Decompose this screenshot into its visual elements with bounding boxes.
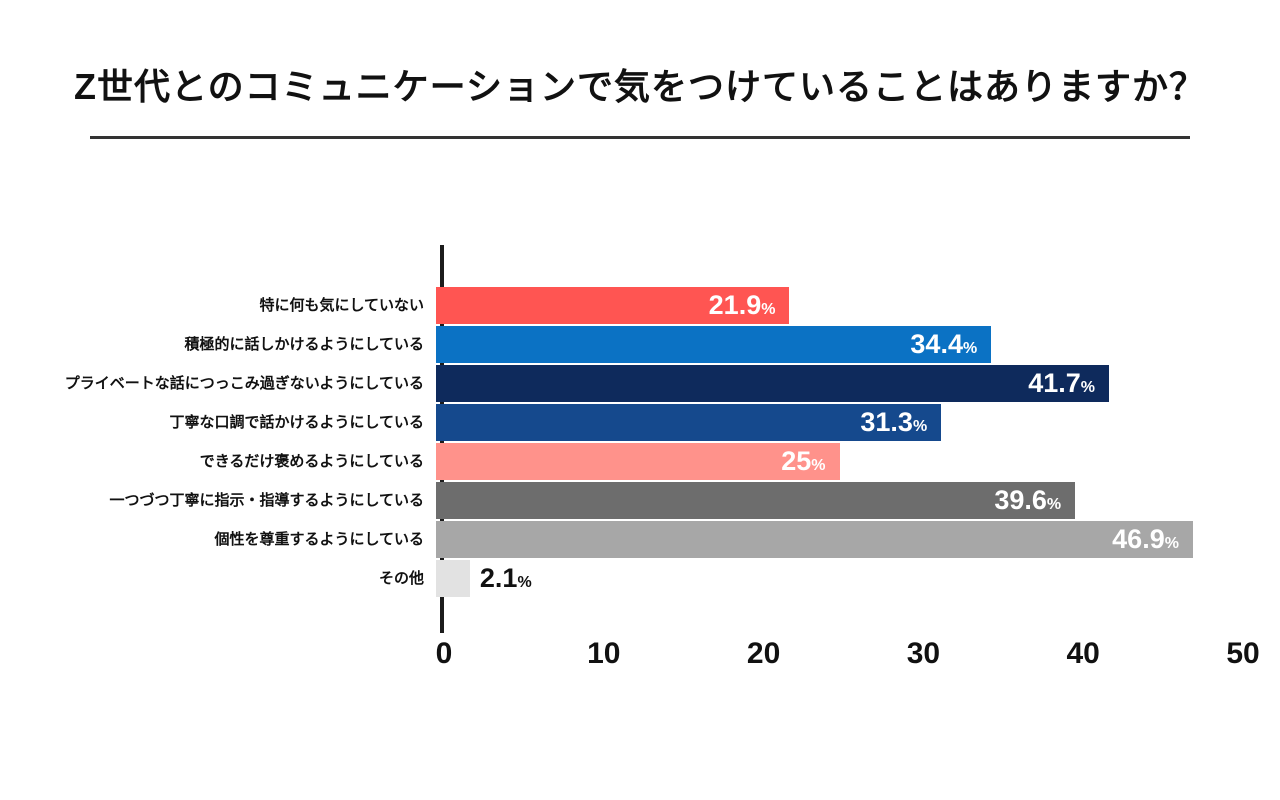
percent-sign: % (1164, 535, 1179, 552)
bar: 31.3% (436, 404, 942, 441)
percent-sign: % (912, 418, 928, 435)
value-label: 46.9% (1112, 524, 1179, 554)
x-tick-label: 20 (746, 637, 781, 670)
page-title: Z世代とのコミュニケーションで気をつけていることはありますか？ (74, 66, 1206, 107)
bar-track: 25% (436, 443, 1243, 480)
value-label: 25% (781, 446, 826, 476)
bar: 25% (436, 443, 840, 480)
bar-row: 丁寧な口調で話かけるようにしている 31.3% (0, 404, 1243, 441)
bar-row: できるだけ褒めるようにしている 25% (0, 443, 1243, 480)
bar-track: 31.3% (436, 404, 1243, 441)
bar: 34.4% (436, 326, 992, 363)
percent-sign: % (811, 457, 826, 474)
percent-sign: % (517, 574, 532, 591)
x-tick-label: 30 (906, 637, 941, 670)
category-label: 丁寧な口調で話かけるようにしている (169, 414, 424, 431)
bar-track: 34.4% (436, 326, 1243, 363)
percent-sign: % (1046, 496, 1062, 513)
bar-track: 2.1% (436, 560, 1243, 597)
bar-row: 個性を尊重するようにしている 46.9% (0, 521, 1243, 558)
bar-track: 46.9% (436, 521, 1243, 558)
category-label: 一つづつ丁寧に指示・指導するようにしている (109, 492, 424, 509)
percent-sign: % (962, 340, 978, 357)
value-label: 34.4% (910, 329, 978, 359)
bar-row: 特に何も気にしていない 21.9% (0, 287, 1243, 324)
value-label: 39.6% (994, 485, 1062, 515)
header: Z世代とのコミュニケーションで気をつけていることはありますか？ (0, 0, 1280, 139)
percent-sign: % (761, 301, 776, 318)
bar: 39.6% (436, 482, 1076, 519)
bar (436, 560, 470, 597)
category-label: 特に何も気にしていない (259, 297, 424, 314)
x-axis: 0 10 20 30 40 50 (436, 633, 1260, 677)
value-label: 41.7% (1028, 368, 1096, 398)
bar-row: 一つづつ丁寧に指示・指導するようにしている 39.6% (0, 482, 1243, 519)
x-tick-label: 0 (435, 637, 453, 670)
category-label: 個性を尊重するようにしている (214, 531, 424, 548)
percent-sign: % (1080, 379, 1096, 396)
title-underline (90, 136, 1190, 139)
plot-area: 特に何も気にしていない 21.9% 積極的に話しかけるようにしている 34.4% プライ… (0, 245, 1243, 633)
bar: 41.7% (436, 365, 1110, 402)
bar: 46.9% (436, 521, 1193, 558)
category-label: 積極的に話しかけるようにしている (184, 336, 424, 353)
bar-chart: 特に何も気にしていない 21.9% 積極的に話しかけるようにしている 34.4% プライ… (0, 245, 1280, 677)
bar-track: 21.9% (436, 287, 1243, 324)
bar-track: 39.6% (436, 482, 1243, 519)
bar-track: 41.7% (436, 365, 1243, 402)
bar-row: 積極的に話しかけるようにしている 34.4% (0, 326, 1243, 363)
value-label: 31.3% (860, 407, 928, 437)
value-label: 21.9% (708, 290, 776, 320)
bar: 21.9% (436, 287, 790, 324)
bar-row: その他 2.1% (0, 560, 1243, 597)
category-label: プライベートな話につっこみ過ぎないようにしている (64, 375, 424, 392)
category-label: その他 (378, 570, 424, 587)
x-tick-label: 40 (1066, 637, 1100, 670)
value-label: 2.1% (479, 563, 532, 593)
x-tick-label: 50 (1226, 637, 1260, 670)
bar-row: プライベートな話につっこみ過ぎないようにしている 41.7% (0, 365, 1243, 402)
category-label: できるだけ褒めるようにしている (199, 453, 424, 470)
x-tick-label: 10 (587, 637, 621, 670)
bar-rows: 特に何も気にしていない 21.9% 積極的に話しかけるようにしている 34.4% プライ… (0, 287, 1243, 597)
